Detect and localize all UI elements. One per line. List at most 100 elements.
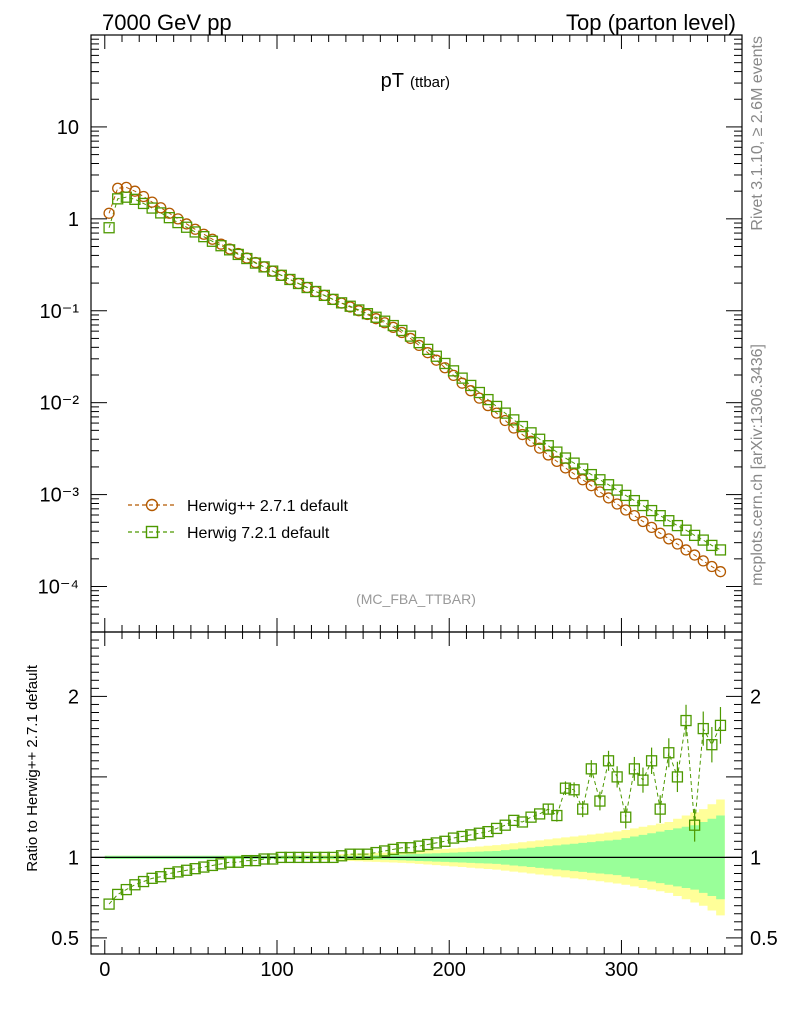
ratio-point-herwig7 — [568, 784, 580, 796]
point-herwigpp — [516, 428, 529, 441]
point-herwigpp — [482, 399, 494, 412]
legend-marker-circle-icon — [145, 498, 159, 512]
ratio-point-herwig7 — [206, 859, 219, 872]
ratio-point-herwig7 — [671, 771, 684, 783]
ratio-point-herwig7 — [223, 856, 236, 868]
point-herwig7 — [413, 336, 425, 349]
ratio-point-herwig7 — [387, 843, 399, 855]
point-herwigpp — [697, 555, 709, 567]
point-herwig7 — [714, 544, 727, 556]
ratio-point-herwig7 — [301, 851, 313, 864]
ratio-point-herwig7 — [353, 848, 365, 860]
ratio-line-herwig7 — [108, 720, 721, 905]
ratio-panel: 2 2 1 1 0.5 0.5 Ratio to Herwig++ 2.7.1 defau… — [24, 631, 778, 955]
point-herwig7 — [112, 193, 124, 205]
rivet-label: Rivet 3.1.10, ≥ 2.6M events — [749, 36, 766, 231]
point-herwigpp — [620, 504, 632, 516]
ratio-point-herwig7 — [335, 850, 348, 862]
point-herwig7 — [465, 379, 477, 392]
x-tick-label: 200 — [433, 959, 466, 981]
ratio-y-tick-label: 0.5 — [51, 928, 79, 950]
ratio-point-herwig7 — [439, 835, 451, 847]
ratio-point-herwig7 — [594, 795, 606, 807]
ratio-point-herwig7 — [680, 714, 692, 727]
point-herwig7 — [370, 311, 382, 323]
ratio-point-herwig7 — [611, 771, 623, 783]
point-herwig7 — [568, 457, 580, 469]
ratio-point-herwig7 — [456, 830, 468, 843]
ratio-point-herwig7 — [482, 825, 494, 838]
energy-label: 7000 GeV pp — [102, 10, 232, 35]
analysis-label: (MC_FBA_TTBAR) — [356, 591, 476, 607]
ratio-axis-label: Ratio to Herwig++ 2.7.1 default — [24, 664, 41, 872]
ratio-point-herwig7 — [284, 851, 296, 864]
main-frame — [90, 34, 743, 633]
legend-marker-square-icon — [145, 525, 159, 539]
point-herwigpp — [551, 455, 563, 467]
main-panel: 10 1 10⁻¹ 10⁻² 10⁻³ 10⁻⁴ pT (ttbar) (MC_FBA_T… — [38, 34, 743, 633]
ratio-point-herwig7 — [551, 809, 563, 822]
x-tick-label: 0 — [99, 959, 110, 981]
ratio-point-herwig7 — [292, 851, 305, 864]
ratio-point-herwig7 — [215, 858, 227, 870]
ratio-point-herwig7 — [327, 851, 339, 864]
plot-subtitle: (ttbar) — [410, 74, 450, 91]
point-herwig7 — [344, 300, 356, 312]
point-herwig7 — [430, 350, 442, 362]
ratio-point-herwig7 — [465, 829, 477, 841]
series-line-herwigpp — [108, 186, 721, 573]
point-herwig7 — [103, 222, 115, 234]
point-herwigpp — [628, 510, 641, 522]
legend-entry-herwig7: Herwig 7.2.1 default — [128, 525, 330, 542]
ratio-point-herwig7 — [396, 842, 408, 854]
point-herwig7 — [482, 393, 494, 406]
ratio-point-herwig7 — [404, 842, 417, 854]
point-herwigpp — [129, 185, 141, 197]
point-herwigpp — [714, 566, 727, 578]
point-herwigpp — [594, 486, 606, 498]
point-herwigpp — [611, 498, 623, 510]
ratio-point-herwig7 — [267, 853, 279, 865]
ratio-point-herwig7 — [508, 814, 520, 827]
ratio-point-herwig7 — [663, 747, 675, 759]
ratio-point-herwig7 — [422, 838, 434, 851]
x-tick-label: 100 — [260, 959, 293, 981]
ratio-point-herwig7 — [241, 854, 253, 867]
ratio-point-herwig7 — [654, 803, 666, 815]
point-herwigpp — [146, 196, 158, 208]
ratio-point-herwig7 — [310, 851, 322, 864]
ratio-point-herwig7 — [370, 846, 382, 859]
ratio-point-herwig7 — [378, 845, 391, 857]
ratio-point-herwig7 — [249, 854, 262, 867]
point-herwigpp — [499, 414, 511, 427]
point-herwigpp — [525, 435, 537, 447]
legend-label-herwig7: Herwig 7.2.1 default — [187, 525, 330, 542]
ratio-point-herwig7 — [413, 840, 425, 852]
ratio-y-tick-label: 2 — [68, 686, 79, 708]
ratio-point-herwig7 — [628, 763, 641, 775]
legend-entry-herwigpp: Herwig++ 2.7.1 default — [128, 498, 349, 515]
point-herwigpp — [508, 422, 520, 434]
ratio-point-herwig7 — [172, 866, 184, 878]
point-herwig7 — [499, 407, 511, 419]
point-herwigpp — [585, 480, 597, 492]
y-tick-label: 10⁻² — [40, 393, 80, 415]
point-herwig7 — [422, 343, 434, 356]
ratio-point-herwig7 — [697, 722, 709, 735]
ratio-point-herwig7 — [577, 803, 589, 815]
ratio-point-herwig7 — [198, 861, 210, 873]
point-herwig7 — [120, 191, 132, 203]
point-herwigpp — [663, 533, 675, 545]
ratio-point-herwig7 — [585, 763, 597, 775]
point-herwig7 — [542, 440, 554, 452]
ratio-point-herwig7 — [645, 755, 658, 767]
legend: Herwig++ 2.7.1 default Herwig 7.2.1 defa… — [128, 498, 349, 542]
point-herwigpp — [533, 442, 546, 454]
ratio-point-herwig7 — [344, 848, 356, 860]
ratio-point-herwig7 — [637, 774, 649, 786]
point-herwig7 — [551, 446, 563, 458]
point-herwig7 — [473, 386, 486, 399]
ratio-frame — [90, 631, 743, 955]
y-tick-label: 10⁻⁴ — [38, 577, 79, 599]
